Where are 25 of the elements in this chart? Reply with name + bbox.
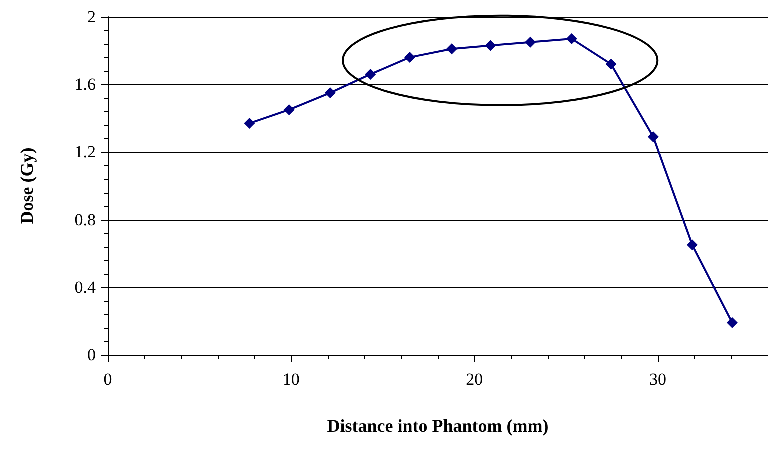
point <box>284 104 295 116</box>
point <box>485 40 496 52</box>
y-axis-title: Dose (Gy) <box>17 148 37 224</box>
y-tick-label: 1.6 <box>74 75 96 94</box>
x-tick-label: 30 <box>650 370 666 389</box>
point <box>244 118 256 129</box>
y-tick-label: 0 <box>88 346 96 364</box>
x-tick-label: 20 <box>466 370 484 389</box>
y-tick-label: 0.8 <box>74 210 96 230</box>
point <box>566 33 578 44</box>
point <box>686 240 698 251</box>
point <box>324 88 336 99</box>
x-axis-title: Distance into Phantom (mm) <box>327 416 549 436</box>
point <box>606 58 617 70</box>
x-tick-label: 10 <box>282 370 300 389</box>
point <box>726 317 738 328</box>
point <box>648 131 659 142</box>
y-tick-label: 1.2 <box>74 142 96 162</box>
point <box>404 52 416 64</box>
point <box>525 36 536 48</box>
point <box>365 68 376 80</box>
x-tick-label: 0 <box>104 370 112 389</box>
point <box>446 44 458 55</box>
y-tick-label: 0.4 <box>74 278 96 297</box>
y-tick-label: 2 <box>88 8 96 26</box>
